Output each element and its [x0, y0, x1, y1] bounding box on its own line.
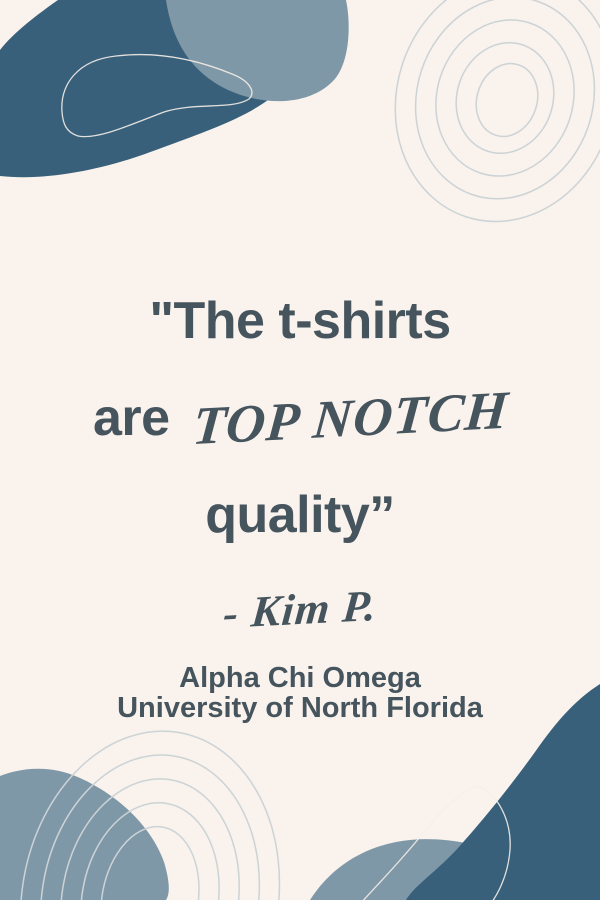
attribution: - Kim P.: [0, 578, 600, 640]
blob-bottom-left-light: [0, 768, 169, 900]
organization-school: University of North Florida: [117, 692, 483, 724]
contour-ring: [414, 0, 596, 200]
quote-line-2-emphasis: TOP NOTCH: [189, 379, 511, 456]
contour-ring: [475, 62, 539, 138]
contour-ring: [80, 802, 220, 900]
contour-ring: [60, 778, 240, 900]
contour-ring: [394, 0, 600, 223]
outline-blob-top-left: [61, 53, 253, 138]
blob-top-left-light: [166, 0, 349, 102]
quote-line-1: "The t-shirts: [149, 291, 451, 350]
contour-ring: [100, 825, 200, 900]
organization-block: Alpha Chi Omega University of North Flor…: [0, 663, 600, 723]
contour-ring: [39, 754, 261, 900]
quote-line-3: quality”: [205, 485, 395, 544]
contour-arcs-bottom-left: [19, 730, 281, 900]
quote-block: "The t-shirts are TOP NOTCH quality”: [0, 272, 600, 563]
contour-rings-top-right: [394, 0, 600, 223]
quote-line-2-word: are: [92, 388, 170, 447]
organization-name: Alpha Chi Omega: [179, 662, 421, 694]
attribution-name: - Kim P.: [221, 580, 379, 638]
contour-ring: [19, 730, 281, 900]
contour-ring: [435, 19, 575, 177]
blob-bottom-right-dark: [406, 684, 600, 900]
outline-blob-bottom-right: [362, 785, 511, 900]
quote-line-2: are TOP NOTCH: [0, 369, 600, 466]
contour-ring: [455, 41, 555, 155]
